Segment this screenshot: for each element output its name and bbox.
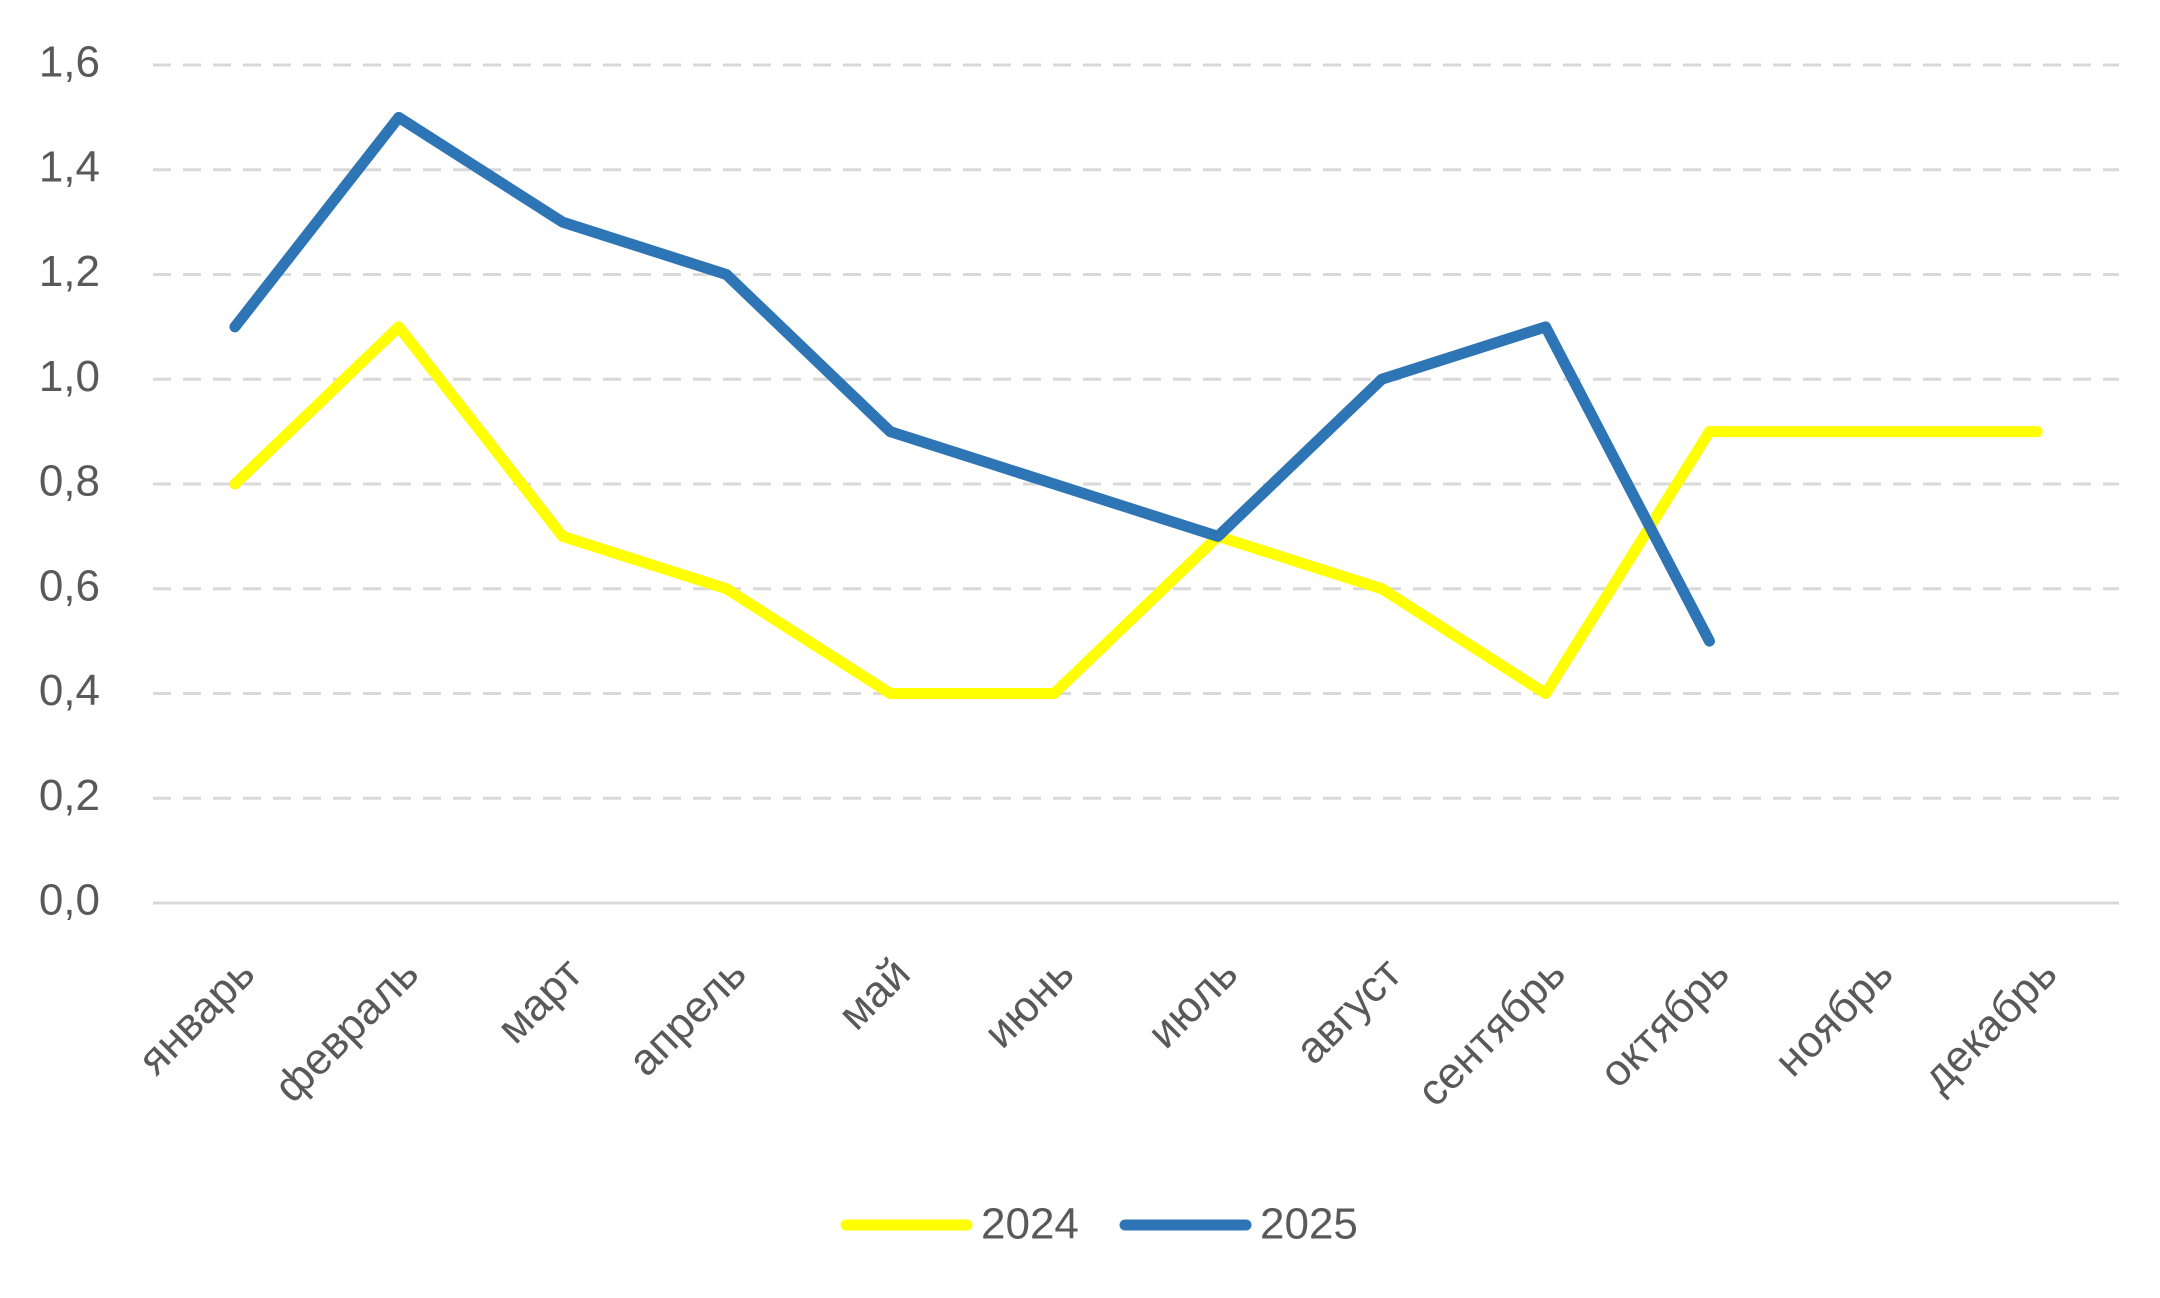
y-tick-label: 1,2 [39, 247, 100, 296]
y-tick-label: 0,4 [39, 666, 100, 715]
series-line [229, 111, 1715, 647]
y-tick-label: 0,0 [39, 876, 100, 925]
x-tick-label: июль [1138, 949, 1247, 1058]
x-tick-label: март [488, 949, 592, 1053]
y-tick-label: 0,6 [39, 561, 100, 610]
x-tick-label: июнь [975, 949, 1084, 1058]
y-tick-label: 1,0 [39, 352, 100, 401]
legend-label: 2025 [1260, 1200, 1358, 1249]
x-tick-label: сентябрь [1408, 949, 1575, 1116]
series-line [229, 321, 2043, 699]
x-tick-label: октябрь [1590, 949, 1738, 1097]
x-tick-label: май [829, 949, 920, 1040]
x-tick-label: апрель [619, 949, 756, 1086]
y-tick-label: 1,6 [39, 38, 100, 87]
x-tick-label: февраль [265, 949, 428, 1112]
x-tick-label: август [1286, 949, 1411, 1074]
x-tick-label: январь [129, 949, 265, 1085]
y-tick-label: 0,8 [39, 457, 100, 506]
x-tick-label: ноябрь [1765, 949, 1902, 1086]
y-tick-label: 1,4 [39, 142, 100, 191]
y-tick-label: 0,2 [39, 771, 100, 820]
legend-label: 2024 [981, 1200, 1079, 1249]
x-tick-label: декабрь [1913, 949, 2066, 1102]
